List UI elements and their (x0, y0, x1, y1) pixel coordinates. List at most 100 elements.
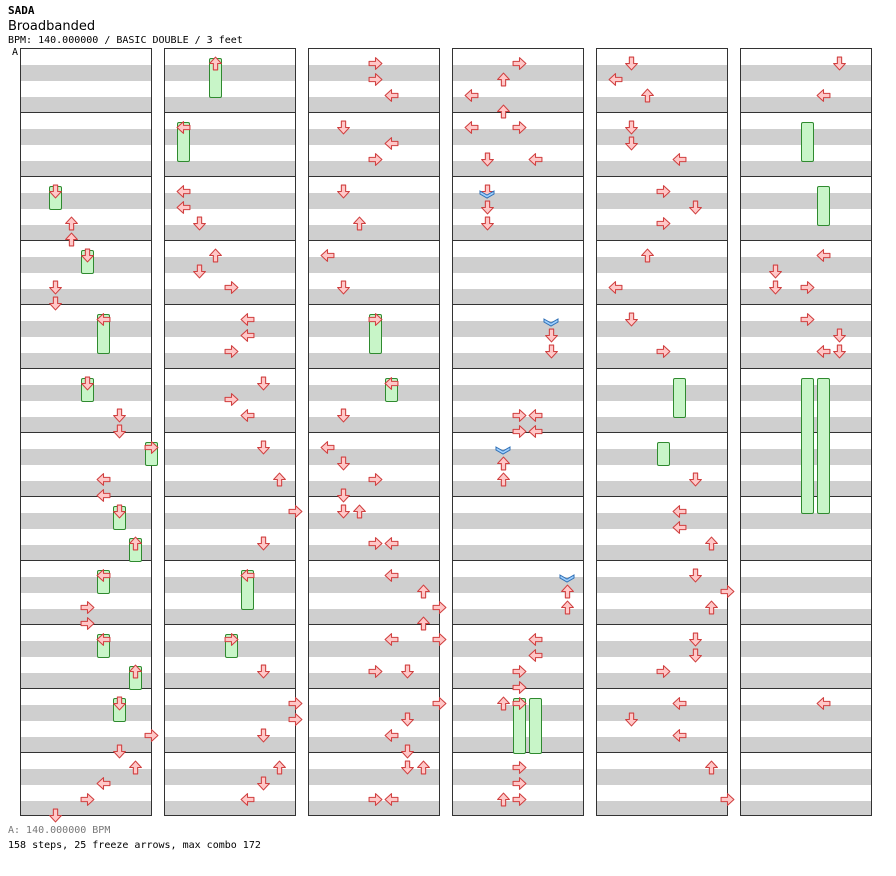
arrow-down-icon (625, 312, 638, 327)
step-arrow (368, 792, 383, 807)
arrow-left-icon (320, 249, 335, 262)
arrow-up-icon (129, 536, 142, 551)
step-arrow (208, 248, 223, 263)
arrow-up-icon (497, 696, 510, 711)
step-arrow (512, 664, 527, 679)
arrow-down-icon (401, 712, 414, 727)
step-arrow (688, 632, 703, 647)
arrow-right-icon (288, 697, 303, 710)
step-arrow (816, 696, 831, 711)
arrow-right-icon (144, 729, 159, 742)
step-arrow (80, 600, 95, 615)
arrow-down-icon (113, 504, 126, 519)
song-title: Broadbanded (8, 19, 96, 34)
measure (164, 496, 296, 560)
measure (20, 752, 152, 816)
step-arrow (672, 152, 687, 167)
arrow-right-icon (288, 713, 303, 726)
measure (596, 624, 728, 688)
step-arrow (240, 408, 255, 423)
arrow-left-icon (528, 153, 543, 166)
step-arrow (512, 760, 527, 775)
arrow-down-icon (49, 808, 62, 823)
arrow-left-icon (96, 633, 111, 646)
measure (740, 688, 872, 752)
measure (164, 560, 296, 624)
step-arrow (656, 216, 671, 231)
step-arrow (512, 56, 527, 71)
step-arrow (256, 376, 271, 391)
step-arrow (96, 312, 111, 327)
arrow-down-icon (545, 344, 558, 359)
arrow-down-icon (337, 184, 350, 199)
measure (452, 176, 584, 240)
measure (596, 688, 728, 752)
step-arrow (720, 792, 735, 807)
measure (164, 752, 296, 816)
arrow-down-icon (401, 664, 414, 679)
step-arrow (240, 568, 255, 583)
step-arrow (240, 792, 255, 807)
arrow-down-icon (193, 264, 206, 279)
measure (740, 48, 872, 112)
step-arrow (816, 248, 831, 263)
arrow-left-icon (672, 505, 687, 518)
arrow-down-icon (769, 280, 782, 295)
arrow-right-icon (512, 665, 527, 678)
arrow-down-icon (769, 264, 782, 279)
step-arrow (800, 312, 815, 327)
step-arrow (496, 456, 511, 471)
step-arrow (704, 760, 719, 775)
measure (308, 176, 440, 240)
arrow-down-icon (113, 408, 126, 423)
step-arrow (384, 136, 399, 151)
measure (452, 240, 584, 304)
step-arrow (720, 584, 735, 599)
shock-arrow-icon (543, 318, 559, 327)
step-arrow (832, 328, 847, 343)
arrow-left-icon (608, 73, 623, 86)
step-arrow (48, 184, 63, 199)
arrow-up-icon (417, 760, 430, 775)
arrow-right-icon (656, 665, 671, 678)
step-arrow (368, 72, 383, 87)
step-arrow (704, 536, 719, 551)
arrow-down-icon (337, 488, 350, 503)
step-arrow (336, 456, 351, 471)
step-arrow (640, 248, 655, 263)
arrow-up-icon (209, 56, 222, 71)
arrow-right-icon (144, 441, 159, 454)
arrow-left-icon (240, 313, 255, 326)
measure (164, 240, 296, 304)
step-arrow (528, 632, 543, 647)
measure (164, 304, 296, 368)
step-arrow (528, 408, 543, 423)
arrow-right-icon (368, 793, 383, 806)
step-arrow (512, 696, 527, 711)
arrow-down-icon (49, 296, 62, 311)
step-arrow (528, 152, 543, 167)
arrow-right-icon (512, 697, 527, 710)
step-arrow (688, 568, 703, 583)
measure (740, 304, 872, 368)
arrow-left-icon (528, 649, 543, 662)
arrow-left-icon (672, 521, 687, 534)
arrow-right-icon (656, 185, 671, 198)
measure (308, 752, 440, 816)
measure (596, 752, 728, 816)
arrow-up-icon (641, 88, 654, 103)
arrow-down-icon (545, 328, 558, 343)
step-arrow (496, 696, 511, 711)
arrow-up-icon (65, 232, 78, 247)
step-arrow (368, 664, 383, 679)
step-arrow (832, 344, 847, 359)
arrow-down-icon (401, 760, 414, 775)
arrow-up-icon (353, 504, 366, 519)
step-arrow (368, 152, 383, 167)
step-arrow (48, 296, 63, 311)
arrow-down-icon (833, 344, 846, 359)
chart-meta: BPM: 140.000000 / BASIC DOUBLE / 3 feet (8, 35, 243, 46)
measure (452, 304, 584, 368)
arrow-left-icon (96, 473, 111, 486)
chart-column (596, 48, 735, 816)
